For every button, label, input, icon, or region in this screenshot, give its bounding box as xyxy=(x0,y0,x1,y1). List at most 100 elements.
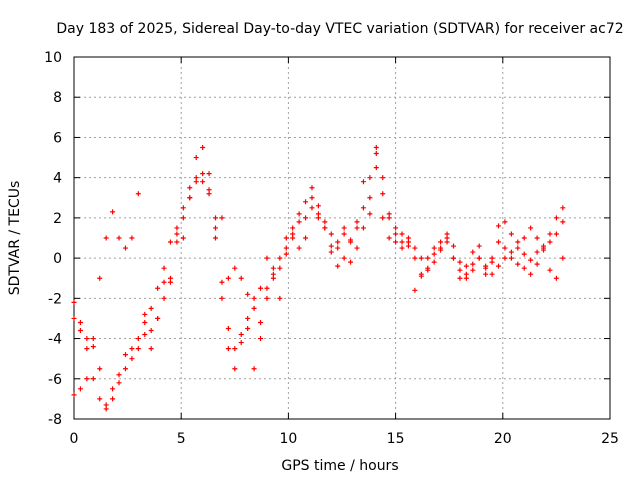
data-point xyxy=(277,255,283,261)
data-point xyxy=(483,271,489,277)
data-point xyxy=(553,215,559,221)
data-point xyxy=(277,295,283,301)
data-point xyxy=(521,251,527,257)
data-point xyxy=(399,231,405,237)
data-point xyxy=(155,315,161,321)
data-point xyxy=(405,243,411,249)
data-point xyxy=(193,175,199,181)
data-point xyxy=(560,255,566,261)
x-tick-label: 15 xyxy=(387,431,405,447)
data-point xyxy=(116,235,122,241)
data-point xyxy=(489,259,495,265)
data-point xyxy=(135,346,141,352)
data-point xyxy=(502,255,508,261)
data-point xyxy=(354,219,360,225)
data-point xyxy=(258,319,264,325)
x-tick-label: 0 xyxy=(70,431,79,447)
data-point xyxy=(489,271,495,277)
data-point xyxy=(142,311,148,317)
data-point xyxy=(328,243,334,249)
data-point xyxy=(116,380,122,386)
data-point xyxy=(77,319,83,325)
data-point xyxy=(258,285,264,291)
data-point xyxy=(155,285,161,291)
data-point xyxy=(213,215,219,221)
y-tick-label: 4 xyxy=(53,171,62,187)
data-point xyxy=(553,231,559,237)
data-point xyxy=(161,265,167,271)
data-point xyxy=(219,215,225,221)
data-point xyxy=(405,235,411,241)
data-point xyxy=(328,249,334,255)
data-point xyxy=(508,231,514,237)
data-point xyxy=(296,211,302,217)
data-point xyxy=(303,235,309,241)
data-point xyxy=(560,219,566,225)
data-point xyxy=(528,257,534,263)
data-point xyxy=(232,265,238,271)
plot-frame xyxy=(73,56,611,420)
data-point xyxy=(303,199,309,205)
data-point xyxy=(193,155,199,161)
data-point xyxy=(476,243,482,249)
data-point xyxy=(360,179,366,185)
data-point xyxy=(515,239,521,245)
data-point xyxy=(502,219,508,225)
data-point xyxy=(219,295,225,301)
data-point xyxy=(213,235,219,241)
data-points xyxy=(71,145,566,412)
y-tick-label: -2 xyxy=(48,291,62,307)
data-point xyxy=(84,336,90,342)
data-point xyxy=(508,255,514,261)
data-point xyxy=(90,376,96,382)
data-point xyxy=(528,271,534,277)
data-point xyxy=(367,211,373,217)
data-point xyxy=(232,346,238,352)
data-point xyxy=(457,275,463,281)
chart-title: Day 183 of 2025, Sidereal Day-to-day VTE… xyxy=(56,21,623,37)
data-point xyxy=(238,340,244,346)
data-point xyxy=(412,287,418,293)
data-point xyxy=(483,263,489,269)
data-point xyxy=(148,346,154,352)
series-track-a xyxy=(71,165,566,408)
data-point xyxy=(90,336,96,342)
data-point xyxy=(116,372,122,378)
data-point xyxy=(380,175,386,181)
data-point xyxy=(508,249,514,255)
data-point xyxy=(148,305,154,311)
data-point xyxy=(528,225,534,231)
data-point xyxy=(315,203,321,209)
data-point xyxy=(496,263,502,269)
data-point xyxy=(322,225,328,231)
data-point xyxy=(232,366,238,372)
y-tick-label: 10 xyxy=(44,50,62,66)
data-point xyxy=(200,171,206,177)
data-point xyxy=(122,366,128,372)
data-point xyxy=(335,239,341,245)
data-point xyxy=(270,265,276,271)
data-point xyxy=(335,263,341,269)
y-tick-label: 6 xyxy=(53,130,62,146)
y-tick-label: 8 xyxy=(53,90,62,106)
data-point xyxy=(225,346,231,352)
data-point xyxy=(367,175,373,181)
data-point xyxy=(431,251,437,257)
data-point xyxy=(277,265,283,271)
y-tick-label: 2 xyxy=(53,211,62,227)
data-point xyxy=(135,191,141,197)
data-point xyxy=(71,299,77,305)
data-point xyxy=(283,251,289,257)
y-axis: -8 -6 -4 -2 0 2 4 6 8 10 xyxy=(44,50,610,428)
data-point xyxy=(129,346,135,352)
data-point xyxy=(97,396,103,402)
data-point xyxy=(547,267,553,273)
data-point xyxy=(200,145,206,150)
data-point xyxy=(470,249,476,255)
data-point xyxy=(521,265,527,271)
data-point xyxy=(129,235,135,241)
data-point xyxy=(373,151,379,157)
data-point xyxy=(553,275,559,281)
data-point xyxy=(258,336,264,342)
data-point xyxy=(180,205,186,211)
